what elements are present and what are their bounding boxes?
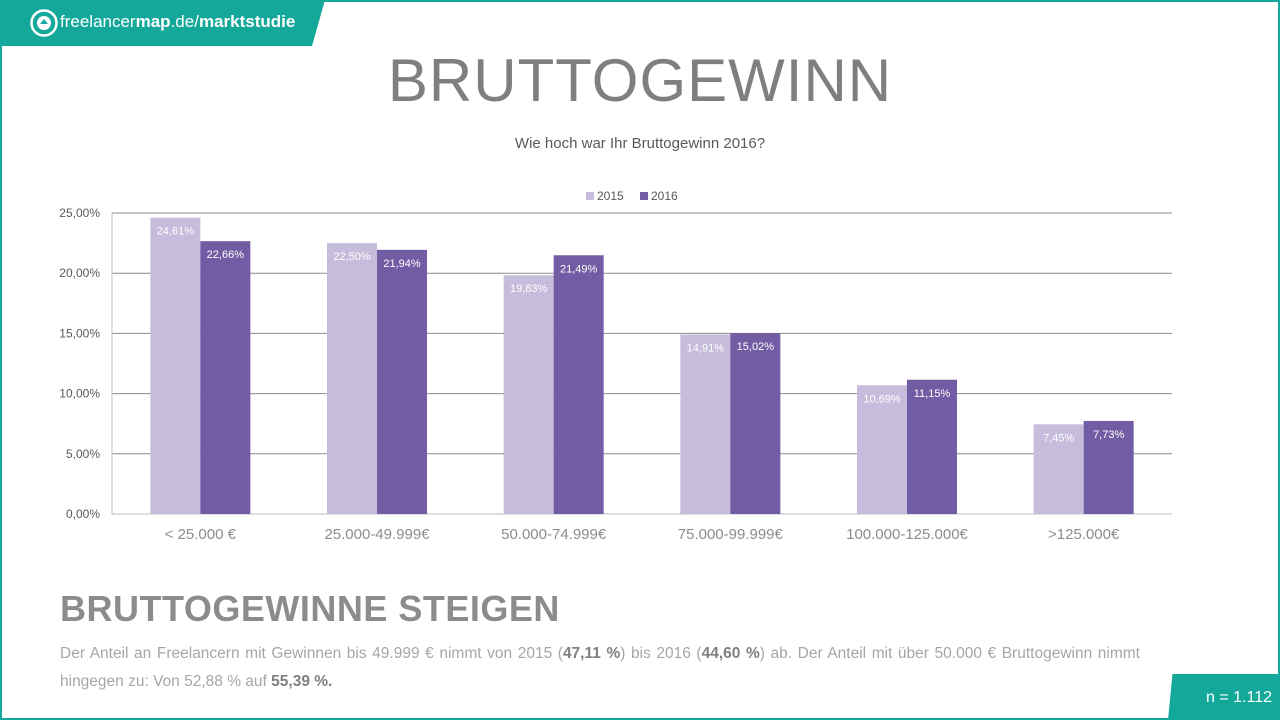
x-tick-label: 50.000-74.999€ <box>501 526 607 543</box>
data-label: 19,83% <box>510 283 548 295</box>
headline: BRUTTOGEWINNE STEIGEN <box>60 588 560 629</box>
bar-chart: 0,00% 5,00% 10,00% 15,00% 20,00% 25,00% 24,61%… <box>59 189 1172 543</box>
sample-size: n = 1.112 <box>1206 689 1272 706</box>
bar-2015 <box>327 243 377 514</box>
page-title: BRUTTOGEWINN <box>387 47 893 114</box>
data-label: 21,94% <box>383 258 421 270</box>
brand-title: freelancermap.de/marktstudie <box>60 12 296 31</box>
freelancermap-logo-icon <box>30 9 58 37</box>
bar-2016 <box>730 333 781 514</box>
legend-label: 2016 <box>651 189 678 203</box>
data-label: 15,02% <box>737 341 775 353</box>
bar-2015 <box>680 334 731 514</box>
x-tick-label: 25.000-49.999€ <box>324 526 430 543</box>
data-label: 21,49% <box>560 263 598 275</box>
data-label: 22,50% <box>333 251 371 263</box>
bar-2016 <box>1083 420 1134 514</box>
x-tick-label: >125.000€ <box>1048 526 1120 543</box>
legend-swatch-2016 <box>640 192 648 200</box>
y-tick-label: 25,00% <box>59 206 100 220</box>
bar-2016 <box>377 249 427 514</box>
x-tick-label: 75.000-99.999€ <box>678 526 784 543</box>
data-label: 14,91% <box>687 342 725 354</box>
bar-2015 <box>503 275 554 514</box>
sample-size-box <box>1168 674 1280 720</box>
bar-2016 <box>553 255 604 514</box>
data-label: 22,66% <box>207 249 245 261</box>
bar-2015 <box>150 217 201 514</box>
y-tick-label: 15,00% <box>59 326 100 340</box>
bar-2016 <box>200 241 251 515</box>
y-tick-label: 5,00% <box>66 447 100 461</box>
y-tick-label: 10,00% <box>59 387 100 401</box>
brand-bar <box>0 0 325 46</box>
legend-swatch-2015 <box>586 192 594 200</box>
data-label: 10,69% <box>863 393 901 405</box>
bar-2015 <box>857 385 907 514</box>
bar-2016 <box>907 379 957 514</box>
data-label: 7,73% <box>1093 429 1124 441</box>
x-tick-label: 100.000-125.000€ <box>846 526 968 543</box>
x-tick-label: < 25.000 € <box>165 526 237 543</box>
bar-2015 <box>1033 424 1084 514</box>
chart-subtitle: Wie hoch war Ihr Bruttogewinn 2016? <box>514 135 766 152</box>
legend-label: 2015 <box>597 189 624 203</box>
summary-paragraph: Der Anteil an Freelancern mit Gewinnen b… <box>60 645 1140 690</box>
y-tick-label: 20,00% <box>59 266 100 280</box>
data-label: 11,15% <box>914 388 951 400</box>
data-label: 7,45% <box>1043 432 1074 444</box>
data-label: 24,61% <box>157 226 195 238</box>
y-tick-label: 0,00% <box>66 507 100 521</box>
